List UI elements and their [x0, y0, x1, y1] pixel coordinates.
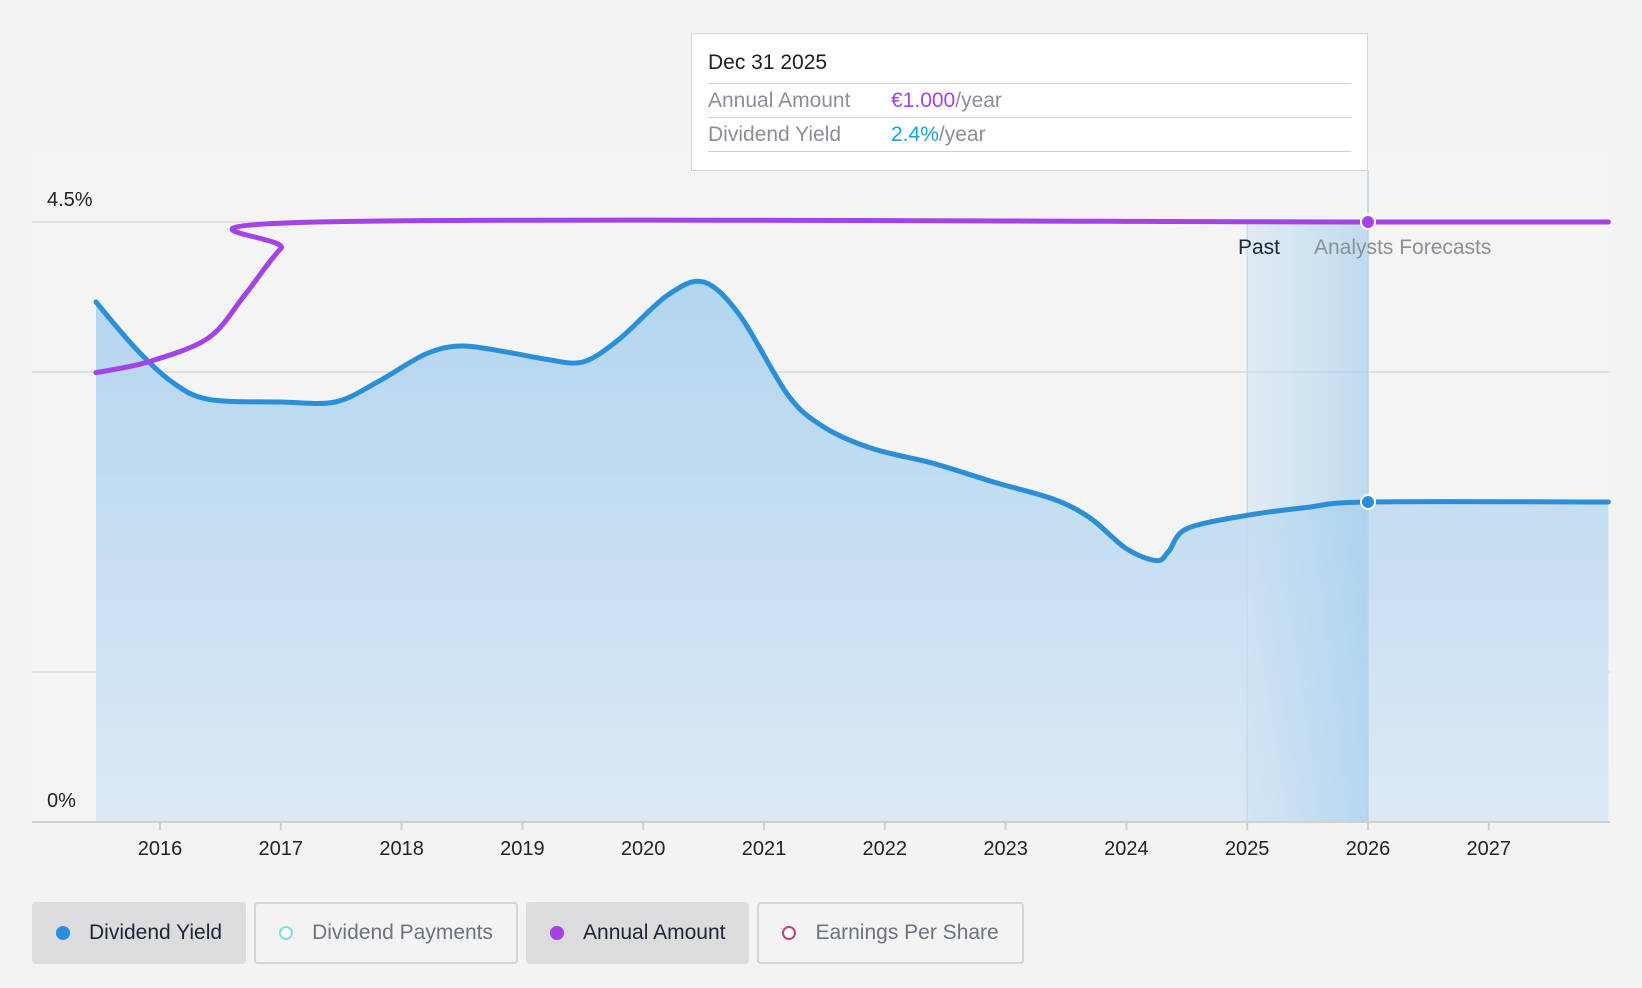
dividend-payments-dot-icon: [279, 926, 294, 940]
legend-annual-amount[interactable]: Annual Amount: [526, 902, 750, 964]
y-axis: 0% 4.5%: [47, 189, 93, 812]
legend-dividend-payments[interactable]: Dividend Payments: [254, 902, 519, 964]
tooltip-unit: /year: [938, 123, 986, 146]
tooltip: Dec 31 2025 Annual Amount €1.000 /year D…: [691, 33, 1368, 171]
dividend-yield-marker[interactable]: [1360, 494, 1376, 510]
y-tick-label: 0%: [47, 790, 76, 812]
legend: Dividend Yield Dividend Payments Annual …: [32, 902, 1024, 964]
x-tick-label: 2021: [742, 838, 787, 860]
x-tick-label: 2016: [138, 838, 183, 860]
legend-label: Annual Amount: [583, 921, 726, 944]
x-tick-label: 2018: [379, 838, 424, 860]
x-tick-label: 2024: [1104, 838, 1149, 860]
tooltip-row-dividend-yield: Dividend Yield 2.4% /year: [708, 118, 1351, 152]
dividend-yield-line: [93, 278, 1611, 564]
dividend-yield-area: [95, 281, 1609, 822]
x-tick-label: 2020: [621, 838, 666, 860]
tooltip-value: €1.000: [891, 89, 956, 112]
x-tick-label: 2019: [500, 838, 545, 860]
tooltip-date: Dec 31 2025: [708, 48, 1351, 84]
x-tick-label: 2022: [863, 838, 908, 860]
legend-label: Earnings Per Share: [815, 921, 999, 944]
legend-label: Dividend Payments: [312, 921, 494, 944]
annual-amount-marker[interactable]: [1360, 214, 1376, 230]
tooltip-label: Dividend Yield: [708, 123, 842, 146]
past-label: Past: [1238, 236, 1280, 259]
dividend-yield-dot-icon: [56, 926, 70, 940]
tooltip-row-annual-amount: Annual Amount €1.000 /year: [708, 84, 1351, 118]
x-tick-label: 2026: [1346, 838, 1391, 860]
x-axis: 2016 2017 2018 2019 2020 2021 2022 2023 2024 2025…: [32, 821, 1610, 860]
tooltip-unit: /year: [955, 89, 1002, 112]
legend-label: Dividend Yield: [89, 921, 223, 944]
tooltip-label: Annual Amount: [708, 89, 851, 112]
y-tick-label: 4.5%: [47, 189, 93, 211]
forecast-label: Analysts Forecasts: [1314, 236, 1491, 259]
x-tick-label: 2017: [259, 838, 304, 860]
legend-earnings-per-share[interactable]: Earnings Per Share: [757, 902, 1024, 964]
earnings-per-share-dot-icon: [782, 926, 797, 940]
x-tick-label: 2027: [1467, 838, 1512, 860]
past-forecast-band: [1247, 222, 1368, 822]
dividend-chart: Past Analysts Forecasts 2016 2017 2018 2019…: [32, 170, 1611, 860]
x-tick-label: 2025: [1225, 838, 1270, 860]
annual-amount-dot-icon: [550, 926, 565, 940]
legend-dividend-yield[interactable]: Dividend Yield: [32, 902, 247, 964]
tooltip-value: 2.4%: [891, 123, 939, 146]
x-tick-label: 2023: [983, 838, 1028, 860]
